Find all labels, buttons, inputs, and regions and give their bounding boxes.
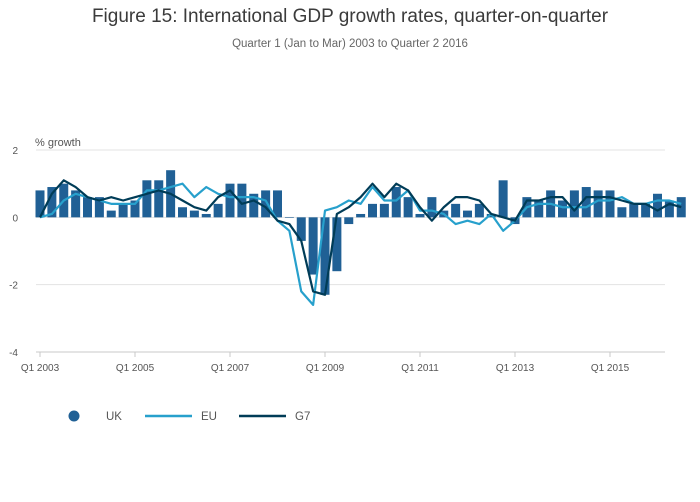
uk-bar: [106, 210, 116, 218]
uk-bar: [569, 190, 579, 218]
x-tick-label: Q1 2003: [21, 363, 60, 374]
legend-label-uk: UK: [106, 411, 122, 423]
uk-bar: [130, 200, 140, 218]
uk-bar: [617, 207, 627, 218]
uk-bar: [391, 187, 401, 218]
legend-item-eu[interactable]: EU: [145, 411, 217, 423]
grid-lines: [36, 149, 665, 353]
uk-bar: [308, 217, 318, 275]
legend-item-g7[interactable]: G7: [239, 411, 310, 423]
uk-bar: [142, 180, 152, 218]
uk-bar: [71, 190, 81, 218]
uk-bar: [154, 180, 164, 218]
uk-bar: [605, 190, 615, 218]
series-lines: [39, 179, 682, 306]
uk-bar: [379, 203, 389, 218]
y-axis-label: % growth: [35, 137, 81, 149]
uk-bar: [213, 203, 223, 218]
legend-item-uk[interactable]: UK: [68, 410, 123, 424]
uk-bar: [35, 190, 45, 218]
x-tick-label: Q1 2007: [211, 363, 250, 374]
uk-bar: [225, 183, 235, 218]
x-tick-label: Q1 2009: [306, 363, 345, 374]
y-tick-label: -4: [9, 348, 18, 359]
uk-bar: [83, 197, 92, 218]
uk-bar: [249, 193, 259, 218]
uk-bar: [237, 183, 247, 218]
y-tick-label: -2: [9, 281, 18, 292]
uk-bar: [451, 203, 461, 218]
g7-line: [39, 179, 682, 296]
uk-bar: [189, 210, 199, 218]
uk-bar: [118, 203, 128, 218]
legend[interactable]: UK EU G7: [68, 410, 311, 424]
uk-bar: [676, 197, 686, 218]
chart-subtitle: Quarter 1 (Jan to Mar) 2003 to Quarter 2…: [232, 38, 468, 50]
uk-bar: [474, 203, 484, 218]
eu-line: [39, 182, 682, 306]
uk-bar: [581, 187, 591, 218]
legend-label-g7: G7: [295, 411, 310, 423]
x-tick-label: Q1 2011: [401, 363, 439, 374]
uk-bar: [356, 213, 366, 218]
uk-bar: [403, 197, 413, 218]
chart-title: Figure 15: International GDP growth rate…: [91, 6, 609, 27]
x-tick-label: Q1 2015: [591, 363, 630, 374]
uk-bar: [664, 200, 674, 218]
uk-bar: [261, 190, 271, 218]
uk-bar: [558, 200, 567, 218]
uk-bar: [593, 190, 603, 218]
y-tick-label: 2: [12, 146, 18, 157]
uk-bar: [94, 197, 104, 218]
uk-bar: [201, 213, 211, 218]
y-tick-label: 0: [12, 213, 18, 224]
uk-bar: [415, 213, 425, 218]
x-axis: Q1 2003 Q1 2005 Q1 2007 Q1 2009 Q1 2011 Q1 20…: [21, 351, 665, 374]
x-tick-label: Q1 2013: [496, 363, 535, 374]
uk-bars: [35, 170, 686, 295]
y-ticks: 2 0 -2 -4: [9, 146, 18, 359]
uk-bar: [641, 203, 651, 218]
x-tick-label: Q1 2005: [116, 363, 155, 374]
uk-bar: [47, 187, 57, 218]
uk-bar: [534, 200, 544, 218]
uk-bar: [284, 217, 294, 218]
uk-bar: [344, 217, 354, 225]
legend-label-eu: EU: [201, 411, 217, 423]
uk-bar: [427, 197, 437, 218]
uk-bar: [368, 203, 377, 218]
uk-bar: [178, 207, 187, 218]
uk-bar: [463, 210, 472, 218]
uk-bar: [320, 217, 330, 295]
legend-swatch-uk: [68, 410, 80, 422]
uk-bar: [629, 203, 639, 218]
uk-bar: [296, 217, 306, 241]
uk-bar: [332, 217, 342, 272]
uk-bar: [498, 180, 508, 218]
uk-bar: [273, 190, 282, 218]
uk-bar: [653, 193, 662, 218]
